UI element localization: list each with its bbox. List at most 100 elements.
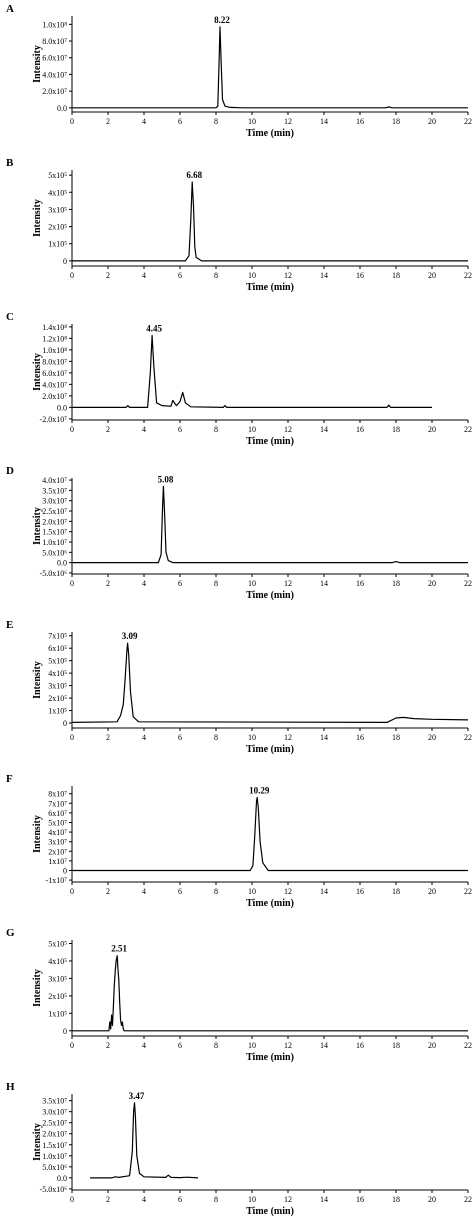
x-tick-label: 2 xyxy=(106,1195,110,1204)
y-tick-label: 2x10⁷ xyxy=(48,847,67,856)
x-tick-label: 10 xyxy=(248,1041,256,1050)
y-tick-label: 2.0x10⁷ xyxy=(42,1130,67,1139)
y-axis-title: Intensity xyxy=(32,353,43,391)
x-tick-label: 4 xyxy=(142,733,146,742)
x-axis-title: Time (min) xyxy=(246,128,294,139)
x-tick-label: 20 xyxy=(428,271,436,280)
x-tick-label: 4 xyxy=(142,117,146,126)
y-tick-label: 8x10⁷ xyxy=(48,790,67,799)
peak-retention-label: 10.29 xyxy=(249,786,270,796)
y-tick-label: 4x10⁵ xyxy=(48,957,67,966)
y-tick-label: 1x10⁵ xyxy=(48,240,67,249)
y-tick-label: 1.0x10⁸ xyxy=(42,20,67,29)
x-tick-label: 8 xyxy=(214,271,218,280)
panel-label: F xyxy=(6,773,13,785)
x-tick-label: 8 xyxy=(214,425,218,434)
y-tick-label: 4x10⁵ xyxy=(48,188,67,197)
panel-label: E xyxy=(6,619,13,631)
x-tick-label: 14 xyxy=(320,271,328,280)
y-tick-label: 8.0x10⁷ xyxy=(42,37,67,46)
x-tick-label: 14 xyxy=(320,887,328,896)
peak-retention-label: 3.09 xyxy=(122,631,138,641)
x-tick-label: 22 xyxy=(464,579,472,588)
chart-panel-g: G 0 2 4 6 8 10 12 14 16 18 20 22 0 1x10⁵ 2x10⁵ 3x10⁵ 4x10… xyxy=(6,927,472,1063)
y-tick-label: 1.4x10⁸ xyxy=(42,323,67,332)
x-tick-label: 0 xyxy=(70,1195,74,1204)
x-tick-label: 18 xyxy=(392,271,400,280)
x-tick-label: 16 xyxy=(356,117,364,126)
x-tick-label: 4 xyxy=(142,1041,146,1050)
x-tick-label: 20 xyxy=(428,733,436,742)
y-tick-label: 4.0x10⁷ xyxy=(42,380,67,389)
panel-label: B xyxy=(6,157,14,169)
x-tick-label: 10 xyxy=(248,271,256,280)
y-tick-label: 5x10⁵ xyxy=(48,657,67,666)
x-tick-label: 10 xyxy=(248,1195,256,1204)
y-tick-label: 3.0x10⁷ xyxy=(42,497,67,506)
x-tick-label: 18 xyxy=(392,733,400,742)
x-tick-label: 0 xyxy=(70,271,74,280)
x-tick-label: 18 xyxy=(392,887,400,896)
y-tick-label: 1.2x10⁸ xyxy=(42,334,67,343)
x-tick-label: 20 xyxy=(428,117,436,126)
y-tick-label: 5x10⁵ xyxy=(48,171,67,180)
x-tick-label: 0 xyxy=(70,425,74,434)
x-tick-label: 4 xyxy=(142,1195,146,1204)
x-tick-label: 6 xyxy=(178,425,182,434)
x-tick-label: 12 xyxy=(284,425,292,434)
panel-label: D xyxy=(6,465,14,477)
y-tick-label: 0.0 xyxy=(57,1174,67,1183)
x-tick-label: 6 xyxy=(178,1195,182,1204)
peak-retention-label: 6.68 xyxy=(186,170,202,180)
x-tick-label: 20 xyxy=(428,579,436,588)
chromatogram-trace xyxy=(72,796,468,872)
y-tick-label: 2x10⁵ xyxy=(48,694,67,703)
y-axis-title: Intensity xyxy=(32,45,43,83)
x-tick-label: 16 xyxy=(356,425,364,434)
x-axis-title: Time (min) xyxy=(246,436,294,447)
chromatogram-trace xyxy=(72,485,468,564)
y-tick-label: 8.0x10⁷ xyxy=(42,357,67,366)
chart-panel-c: C 0 2 4 6 8 10 12 14 16 18 20 22 -2.0x10⁷ 0.0 2.0x10⁷ 4.… xyxy=(6,311,472,447)
x-tick-label: 8 xyxy=(214,1195,218,1204)
x-axis-title: Time (min) xyxy=(246,744,294,755)
chart-panel-e: E 0 2 4 6 8 10 12 14 16 18 20 22 0 1x10⁵ 2x10⁵ 3x10⁵ 4x10… xyxy=(6,619,472,755)
y-tick-label: 1.0x10⁸ xyxy=(42,346,67,355)
y-axis-title: Intensity xyxy=(32,815,43,853)
panel-label: H xyxy=(6,1081,15,1093)
x-tick-label: 16 xyxy=(356,887,364,896)
chart-panel-b: B 0 2 4 6 8 10 12 14 16 18 20 22 0 1x10⁵ 2x10⁵ 3x10⁵ 4x10… xyxy=(6,157,472,293)
y-tick-label: 7x10⁷ xyxy=(48,799,67,808)
y-tick-label: 3x10⁵ xyxy=(48,682,67,691)
chart-panel-f: F0 2 4 6 8 10 12 14 16 18 20 22-1x10⁷01x10⁷2x10⁷3x1… xyxy=(6,773,472,909)
panel-label: C xyxy=(6,311,14,323)
x-tick-label: 2 xyxy=(106,425,110,434)
x-tick-label: 2 xyxy=(106,117,110,126)
chromatogram-trace xyxy=(71,642,469,723)
y-axis-title: Intensity xyxy=(32,199,43,237)
x-tick-label: 0 xyxy=(70,117,74,126)
x-axis-title: Time (min) xyxy=(246,590,294,601)
x-tick-label: 10 xyxy=(248,425,256,434)
x-tick-label: 22 xyxy=(464,887,472,896)
x-axis-title: Time (min) xyxy=(246,1052,294,1063)
x-tick-label: 18 xyxy=(392,579,400,588)
chromatogram-trace xyxy=(72,26,468,109)
x-tick-label: 16 xyxy=(356,733,364,742)
y-tick-label: 2.5x10⁷ xyxy=(42,507,67,516)
y-tick-label: 6.0x10⁷ xyxy=(42,54,67,63)
x-tick-label: 22 xyxy=(464,271,472,280)
y-axis-title: Intensity xyxy=(32,969,43,1007)
peak-retention-label: 2.51 xyxy=(111,944,127,954)
x-tick-label: 14 xyxy=(320,1041,328,1050)
x-tick-label: 20 xyxy=(428,1195,436,1204)
x-tick-label: 20 xyxy=(428,1041,436,1050)
y-tick-label: 6x10⁵ xyxy=(48,644,67,653)
chromatogram-trace xyxy=(90,1102,199,1179)
x-tick-label: 4 xyxy=(142,887,146,896)
y-tick-label: 2.0x10⁷ xyxy=(42,517,67,526)
x-tick-label: 18 xyxy=(392,425,400,434)
peak-retention-label: 5.08 xyxy=(158,474,174,484)
x-tick-label: 6 xyxy=(178,1041,182,1050)
y-tick-label: 1x10⁵ xyxy=(48,1009,67,1018)
